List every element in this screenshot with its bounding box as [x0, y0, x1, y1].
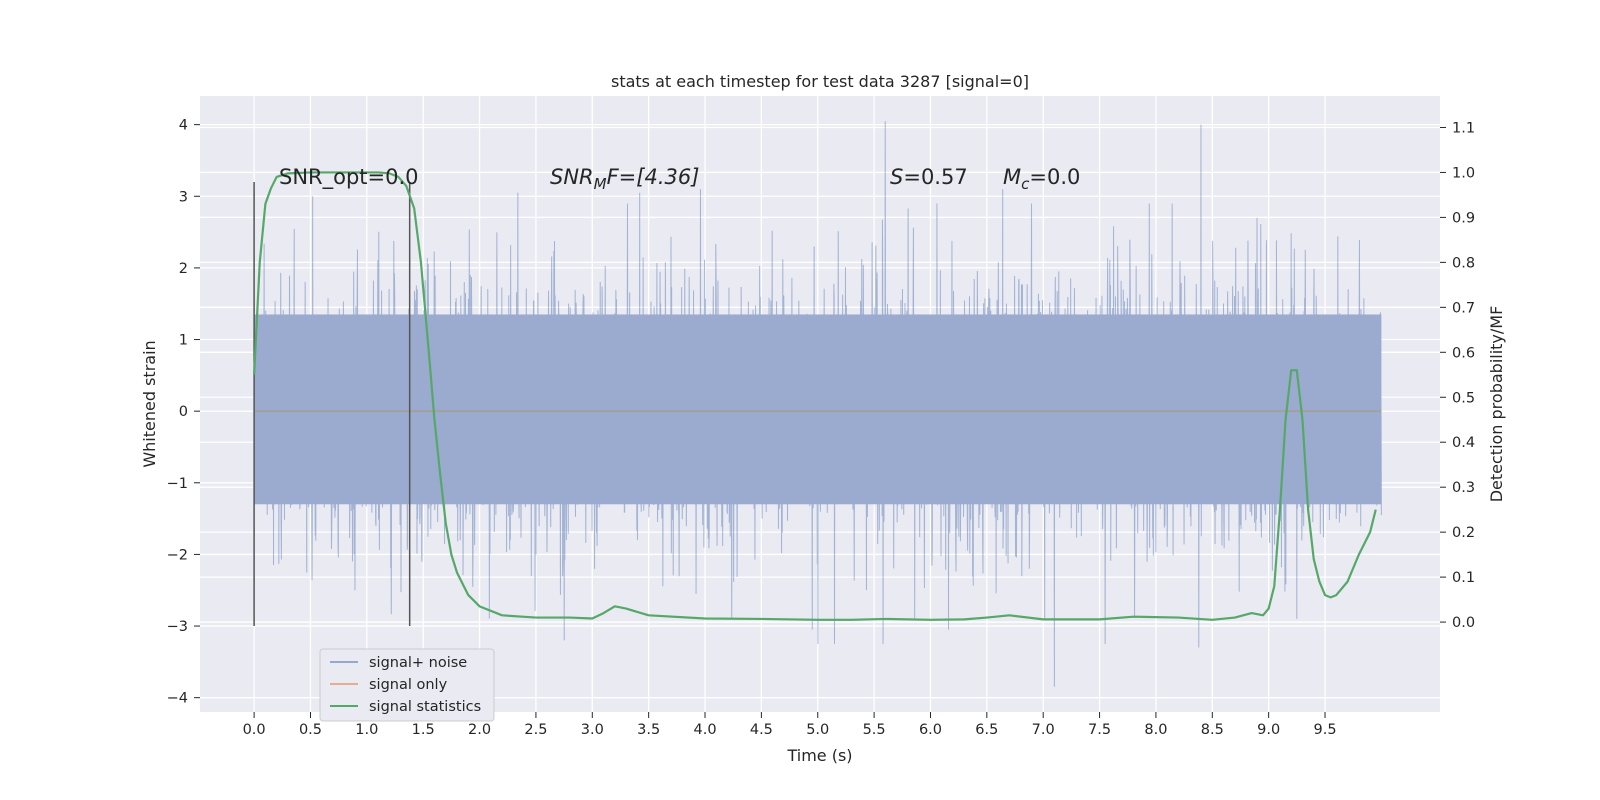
- x-tick-label: 2.0: [468, 722, 491, 738]
- y-axis-label: Whitened strain: [140, 340, 159, 467]
- axes: 0.0 0.5 1.0 1.5 2.0 2.5 3.0 3.5 4.0 4.5 5.0 5.5 6.0 6…: [167, 118, 1475, 738]
- y2-axis-label: Detection probability/MF: [1487, 306, 1506, 503]
- x-tick-label: 4.5: [750, 722, 773, 738]
- y2-tick-label: 0.9: [1452, 210, 1475, 226]
- y2-tick-label: 0.8: [1452, 255, 1475, 271]
- y2-tick-label: 0.1: [1452, 570, 1475, 586]
- x-tick-label: 5.0: [806, 722, 829, 738]
- y-tick-label: −4: [167, 691, 188, 707]
- y2-tick-label: 1.0: [1452, 165, 1475, 181]
- annotation-snr-opt: SNR_opt=0.0: [279, 165, 419, 190]
- x-tick-label: 3.0: [581, 722, 604, 738]
- annotation-s-var: S: [890, 165, 903, 189]
- y-tick-label: −2: [167, 547, 188, 563]
- x-tick-label: 8.5: [1201, 722, 1224, 738]
- y2-tick-label: 0.3: [1452, 480, 1475, 496]
- x-tick-label: 7.5: [1088, 722, 1111, 738]
- legend: signal+ noise signal only signal statist…: [319, 648, 495, 722]
- series-signal-statistics-line: [253, 171, 1377, 621]
- x-tick-label: 9.0: [1257, 722, 1280, 738]
- x-tick-label: 5.5: [863, 722, 886, 738]
- x-tick-label: 7.0: [1032, 722, 1055, 738]
- y-tick-label: 1: [179, 333, 188, 349]
- annotation-snr-mf-suffix: F=[4.36]: [607, 165, 700, 189]
- annotation-mc-var: M: [1003, 165, 1021, 189]
- y2-tick-label: 0.2: [1452, 525, 1475, 541]
- legend-box: [319, 648, 495, 722]
- series-layer: [253, 121, 1382, 687]
- annotation-snr-mf: SNRMF=[4.36]: [550, 165, 699, 193]
- x-tick-label: 0.0: [243, 722, 266, 738]
- legend-label-signal-noise: signal+ noise: [369, 655, 467, 671]
- annotation-mc-sub: c: [1021, 175, 1030, 193]
- x-tick-label: 4.0: [693, 722, 716, 738]
- legend-label-signal-only: signal only: [369, 677, 448, 693]
- x-tick-label: 9.5: [1313, 722, 1336, 738]
- annotation-snr-mf-prefix: SNR: [550, 165, 594, 189]
- series-signal-noise-band: [254, 314, 1382, 505]
- y-tick-label: 2: [179, 261, 188, 277]
- annotation-mc: Mc=0.0: [1003, 165, 1080, 193]
- y-tick-label: −1: [167, 476, 188, 492]
- x-tick-label: 0.5: [299, 722, 322, 738]
- y2-tick-label: 0.7: [1452, 300, 1475, 316]
- x-tick-label: 3.5: [637, 722, 660, 738]
- x-tick-label: 6.0: [919, 722, 942, 738]
- annotation-snr-mf-sub: M: [594, 175, 607, 193]
- annotation-s: S=0.57: [890, 165, 968, 189]
- y-tick-label: −3: [167, 619, 188, 635]
- x-tick-label: 8.0: [1144, 722, 1167, 738]
- x-tick-label: 1.0: [355, 722, 378, 738]
- y2-tick-label: 0.5: [1452, 390, 1475, 406]
- x-tick-label: 1.5: [412, 722, 435, 738]
- y2-tick-label: 1.1: [1452, 120, 1475, 136]
- y2-tick-label: 0.0: [1452, 615, 1475, 631]
- annotation-s-value: =0.57: [903, 165, 967, 189]
- y2-tick-label: 0.6: [1452, 345, 1475, 361]
- chart-title: stats at each timestep for test data 328…: [611, 72, 1029, 91]
- y-tick-label: 0: [179, 404, 188, 420]
- y-tick-label: 4: [179, 118, 188, 134]
- annotation-mc-value: =0.0: [1029, 165, 1080, 189]
- y2-tick-label: 0.4: [1452, 435, 1475, 451]
- y-tick-label: 3: [179, 189, 188, 205]
- x-axis-label: Time (s): [786, 746, 852, 765]
- x-tick-label: 2.5: [524, 722, 547, 738]
- x-tick-label: 6.5: [975, 722, 998, 738]
- legend-label-signal-statistics: signal statistics: [369, 699, 481, 715]
